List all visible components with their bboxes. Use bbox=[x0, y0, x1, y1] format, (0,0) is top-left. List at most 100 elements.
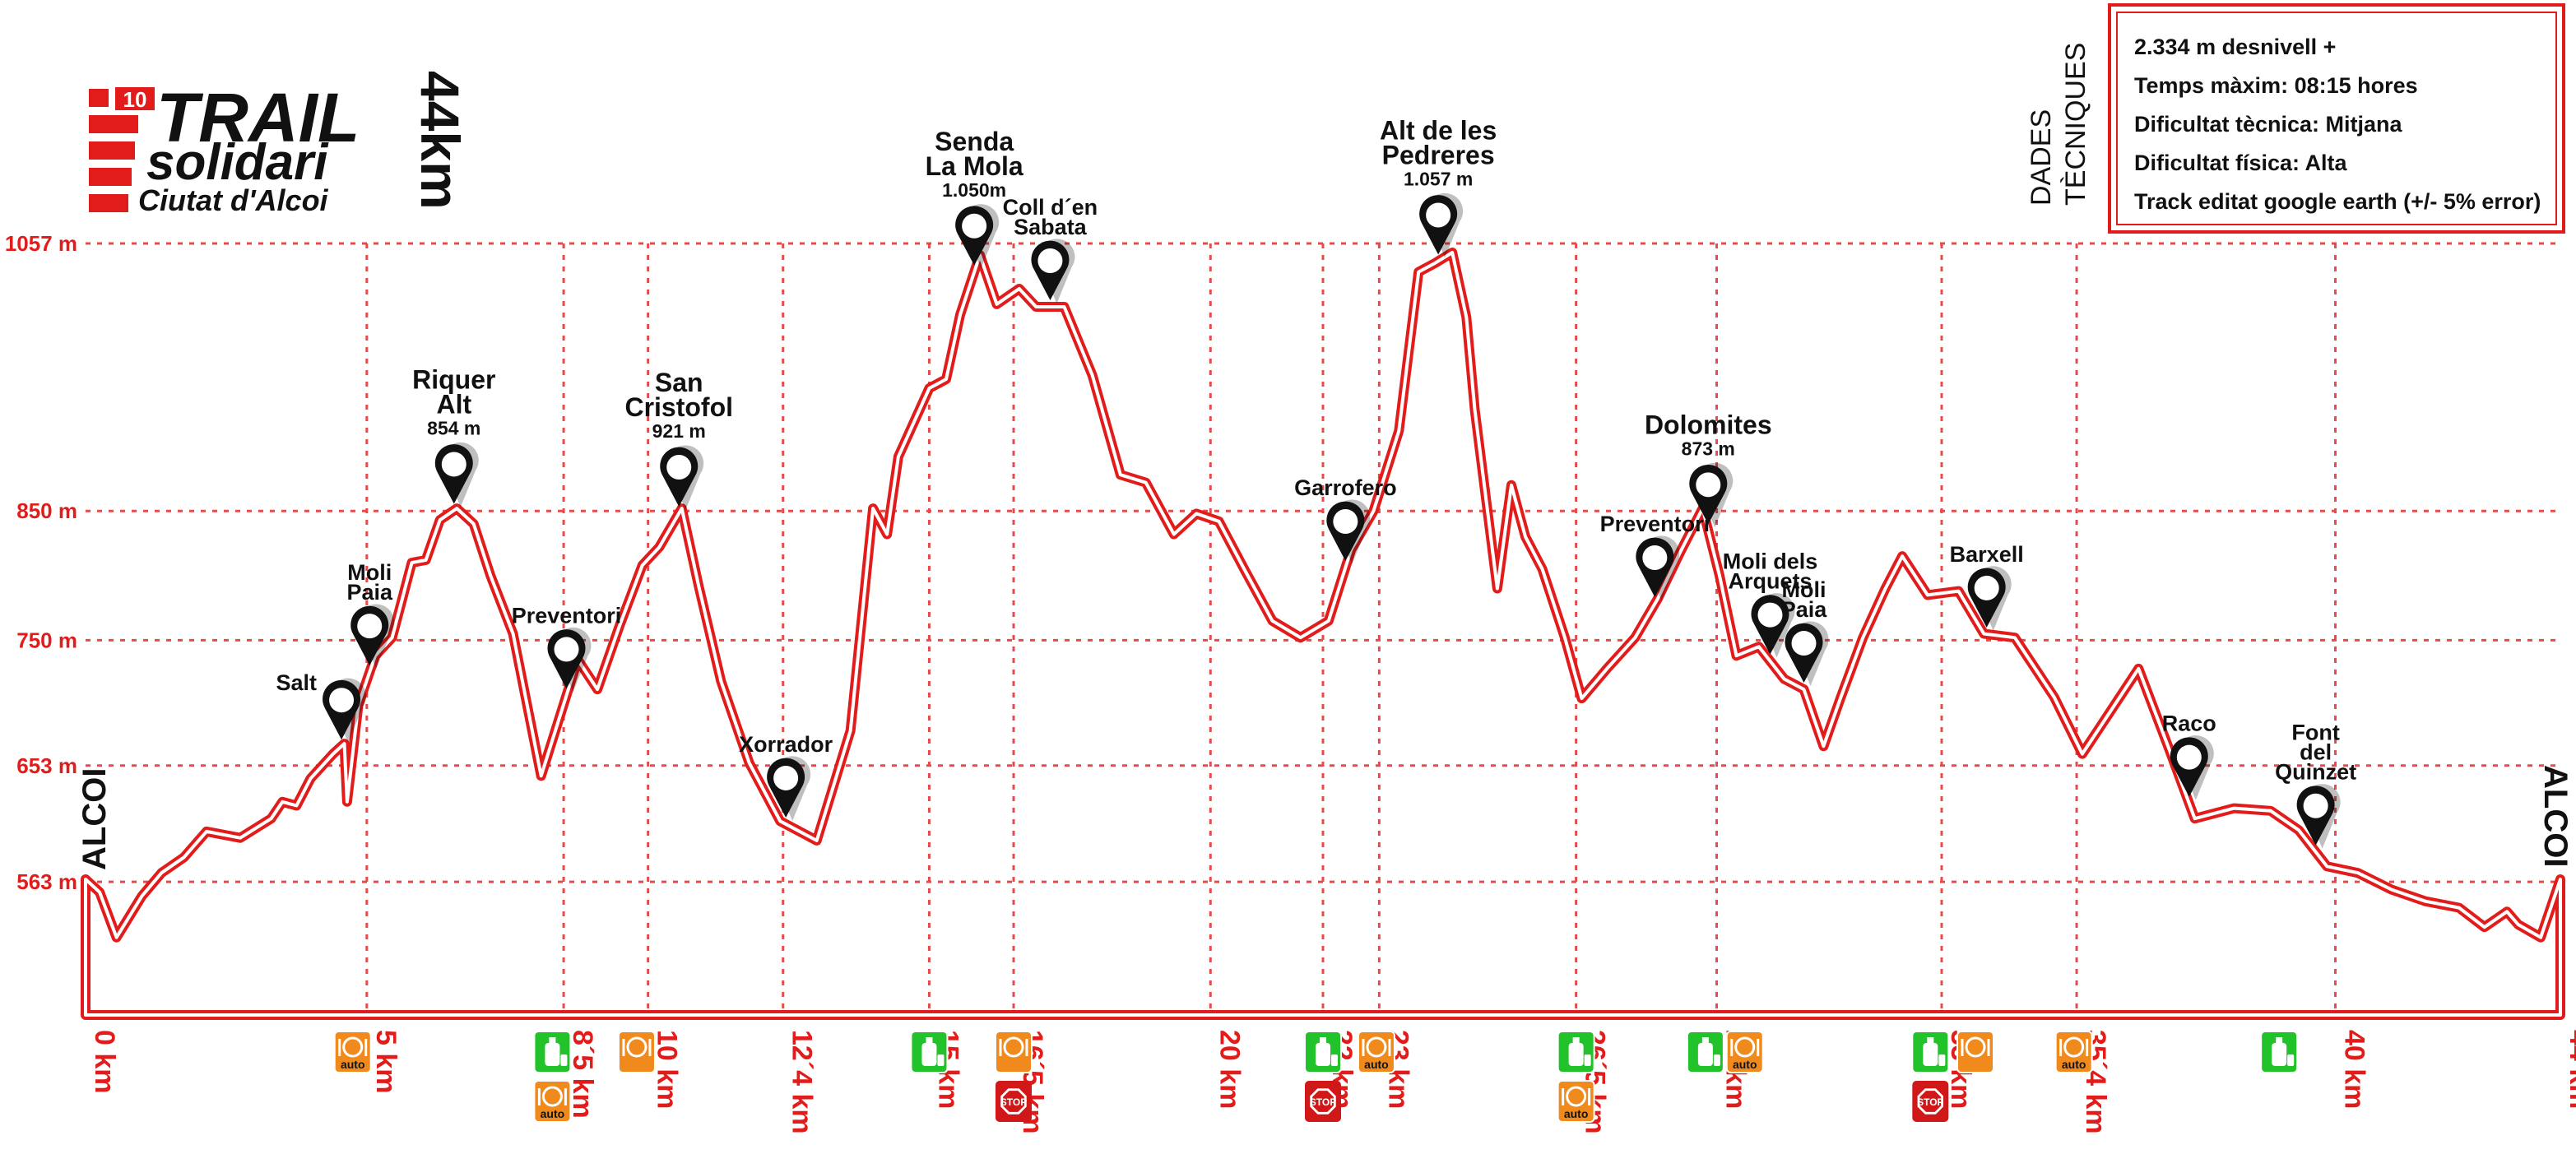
bottle-cap bbox=[1320, 1037, 1326, 1044]
waypoint-name: Alt bbox=[436, 389, 471, 419]
glass bbox=[937, 1054, 945, 1066]
glass bbox=[1938, 1054, 1946, 1066]
map-pin-hole bbox=[1696, 472, 1721, 498]
aid-icon-bg bbox=[2054, 1031, 2093, 1073]
waypoint-name: Sabata bbox=[1014, 215, 1088, 239]
waypoint-name: Moli bbox=[1782, 577, 1826, 602]
y-tick-label: 750 m bbox=[16, 628, 77, 652]
x-tick-label: 0 km bbox=[89, 1030, 120, 1094]
y-axis: 563 m 653 m 750 m 850 m 1057 m bbox=[5, 231, 77, 894]
aid-icon-bg bbox=[995, 1031, 1033, 1073]
aid-station-icon bbox=[995, 1031, 1033, 1073]
y-tick-label: 563 m bbox=[16, 869, 77, 894]
map-pin-hole bbox=[1757, 602, 1783, 628]
food-plate bbox=[541, 1086, 563, 1107]
aid-station: auto bbox=[1357, 1031, 1395, 1073]
waypoint-name: Pedreres bbox=[1382, 140, 1495, 169]
info-temps: Temps màxim: 08:15 hores bbox=[2134, 73, 2418, 98]
map-pin-hole bbox=[1426, 202, 1451, 228]
food-plate bbox=[1965, 1036, 1986, 1058]
food-plate bbox=[1566, 1086, 1587, 1107]
auto-label: auto bbox=[541, 1107, 565, 1120]
aid-station: auto bbox=[333, 1031, 372, 1073]
x-tick-label: 10 km bbox=[652, 1030, 683, 1109]
waypoint-name: La Mola bbox=[926, 151, 1023, 181]
waypoint-name: Barxell bbox=[1950, 542, 2024, 567]
bottle-body bbox=[1316, 1043, 1330, 1066]
y-tick-label: 850 m bbox=[16, 498, 77, 523]
waypoint-marker: Preventori bbox=[1600, 512, 1710, 600]
profile-layer bbox=[81, 248, 2565, 1020]
logo-stripe bbox=[89, 115, 138, 133]
waypoint-marker: Garrofero bbox=[1294, 475, 1397, 564]
bottle-cap bbox=[1927, 1037, 1934, 1044]
auto-label: auto bbox=[341, 1058, 365, 1071]
food-plate bbox=[2063, 1036, 2085, 1058]
waypoint-name: Paia bbox=[1781, 597, 1828, 622]
x-tick-label: 12´4 km bbox=[787, 1030, 818, 1134]
aid-station: auto bbox=[2054, 1031, 2093, 1073]
aid-station-icon: auto bbox=[1357, 1031, 1395, 1073]
map-pin-hole bbox=[2303, 793, 2328, 818]
waypoint-name: Raco bbox=[2162, 711, 2216, 736]
bottle-cap bbox=[926, 1037, 933, 1044]
logo-stripe bbox=[89, 194, 128, 212]
technical-heading-line1: DADES bbox=[2026, 109, 2057, 206]
auto-label: auto bbox=[1733, 1058, 1757, 1071]
logo-stripe bbox=[89, 168, 132, 186]
map-pin-hole bbox=[1974, 575, 1999, 600]
stop-octagon-inner bbox=[1919, 1091, 1942, 1112]
aid-station bbox=[617, 1031, 656, 1073]
food-plate bbox=[1734, 1036, 1756, 1058]
map-pin-hole bbox=[1333, 508, 1358, 534]
map-pin-hole bbox=[962, 213, 987, 239]
waypoint-elevation: 873 m bbox=[1682, 438, 1735, 459]
aid-station: STOP bbox=[1911, 1031, 1950, 1122]
waypoint-name: Quinzet bbox=[2275, 760, 2356, 785]
food-plate bbox=[626, 1036, 647, 1058]
info-track: Track editat google earth (+/- 5% error) bbox=[2134, 189, 2541, 214]
aid-station: auto bbox=[1557, 1031, 1595, 1123]
technical-data-heading-svg: DADES TÈCNIQUES bbox=[2026, 43, 2091, 206]
water-bottle-icon bbox=[2260, 1031, 2299, 1073]
waypoint-name: San bbox=[655, 368, 703, 397]
aid-station: auto bbox=[1725, 1031, 1764, 1073]
waypoint-elevation: 921 m bbox=[652, 420, 706, 442]
stop-icon: STOP bbox=[1912, 1081, 1949, 1122]
grid-layer bbox=[86, 242, 2560, 1015]
aid-station-icon: auto bbox=[533, 1080, 572, 1123]
map-pin-hole bbox=[666, 454, 692, 480]
stop-icon: STOP bbox=[1305, 1081, 1341, 1122]
stop-icon-label: STOP bbox=[1310, 1096, 1336, 1108]
bottle-cap bbox=[549, 1037, 556, 1044]
bottle-body bbox=[1697, 1043, 1713, 1066]
aid-station bbox=[1686, 1031, 1724, 1073]
bottle-body bbox=[2272, 1043, 2287, 1066]
waypoint-elevation: 1.057 m bbox=[1404, 168, 1473, 189]
water-bottle-icon bbox=[1686, 1031, 1724, 1073]
aid-icon-bg bbox=[1725, 1031, 1764, 1073]
technical-data-inner-border bbox=[2116, 12, 2557, 225]
technical-data-heading: DADES TÈCNIQUES bbox=[1999, 33, 2114, 206]
map-pin-hole bbox=[1791, 631, 1817, 656]
aid-station bbox=[910, 1031, 949, 1073]
water-bottle-icon bbox=[910, 1031, 949, 1073]
aid-stations: auto auto STOP STOP auto auto auto STOP auto bbox=[333, 1031, 2299, 1123]
waypoint-name: Moli bbox=[347, 560, 392, 585]
aid-icon-bg bbox=[333, 1031, 372, 1073]
waypoint-name: Preventori bbox=[1600, 512, 1710, 536]
bottle-body bbox=[1568, 1043, 1584, 1066]
bottle-cap bbox=[1701, 1037, 1709, 1044]
